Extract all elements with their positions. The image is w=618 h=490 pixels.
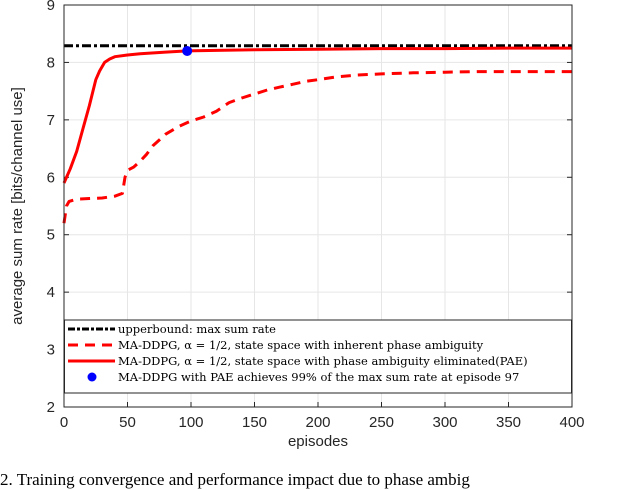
x-axis-label: episodes: [288, 433, 348, 450]
x-tick-label: 0: [60, 414, 68, 431]
legend-label: MA-DDPG with PAE achieves 99% of the max…: [118, 370, 519, 384]
legend-label: MA-DDPG, α = 1/2, state space with inher…: [118, 338, 484, 352]
x-tick-label: 100: [178, 414, 203, 431]
plot-frame: [63, 4, 573, 408]
x-tick-label: 200: [305, 414, 330, 431]
legend-marker: [87, 372, 97, 382]
y-tick-label: 3: [47, 342, 55, 359]
y-tick-label: 6: [47, 169, 55, 186]
y-tick-label: 4: [47, 284, 55, 301]
y-tick-label: 5: [47, 227, 55, 244]
x-tick-label: 250: [369, 414, 394, 431]
inherent-ambiguity-line: [62, 70, 572, 224]
legend-label: MA-DDPG, α = 1/2, state space with phase…: [118, 354, 528, 368]
legend: upperbound: max sum rate MA-DDPG, α = 1/2…: [64, 319, 572, 394]
line-chart: 2 3 4 5 6 7 8 9 0 50 100 150 200 250 300 350 400 upperb…: [9, 0, 585, 450]
data-series: [62, 44, 572, 224]
legend-label: upperbound: max sum rate: [118, 322, 276, 336]
y-tick-label: 2: [47, 399, 55, 416]
y-tick-label: 7: [47, 112, 55, 129]
x-tick-label: 350: [496, 414, 521, 431]
figure-caption: 2. Training convergence and performance …: [0, 470, 470, 489]
milestone-marker: [182, 45, 193, 56]
x-tick-label: 400: [559, 414, 584, 431]
pae-line: [62, 46, 572, 184]
legend-box: [64, 319, 572, 394]
y-tick-label: 8: [47, 54, 55, 71]
x-tick-label: 150: [242, 414, 267, 431]
x-tick-label: 50: [119, 414, 136, 431]
y-tick-label: 9: [47, 0, 55, 14]
x-axis-ticks: 0 50 100 150 200 250 300 350 400: [60, 402, 585, 431]
x-tick-label: 300: [432, 414, 457, 431]
y-axis-label: average sum rate [bits/channel use]: [9, 87, 26, 325]
